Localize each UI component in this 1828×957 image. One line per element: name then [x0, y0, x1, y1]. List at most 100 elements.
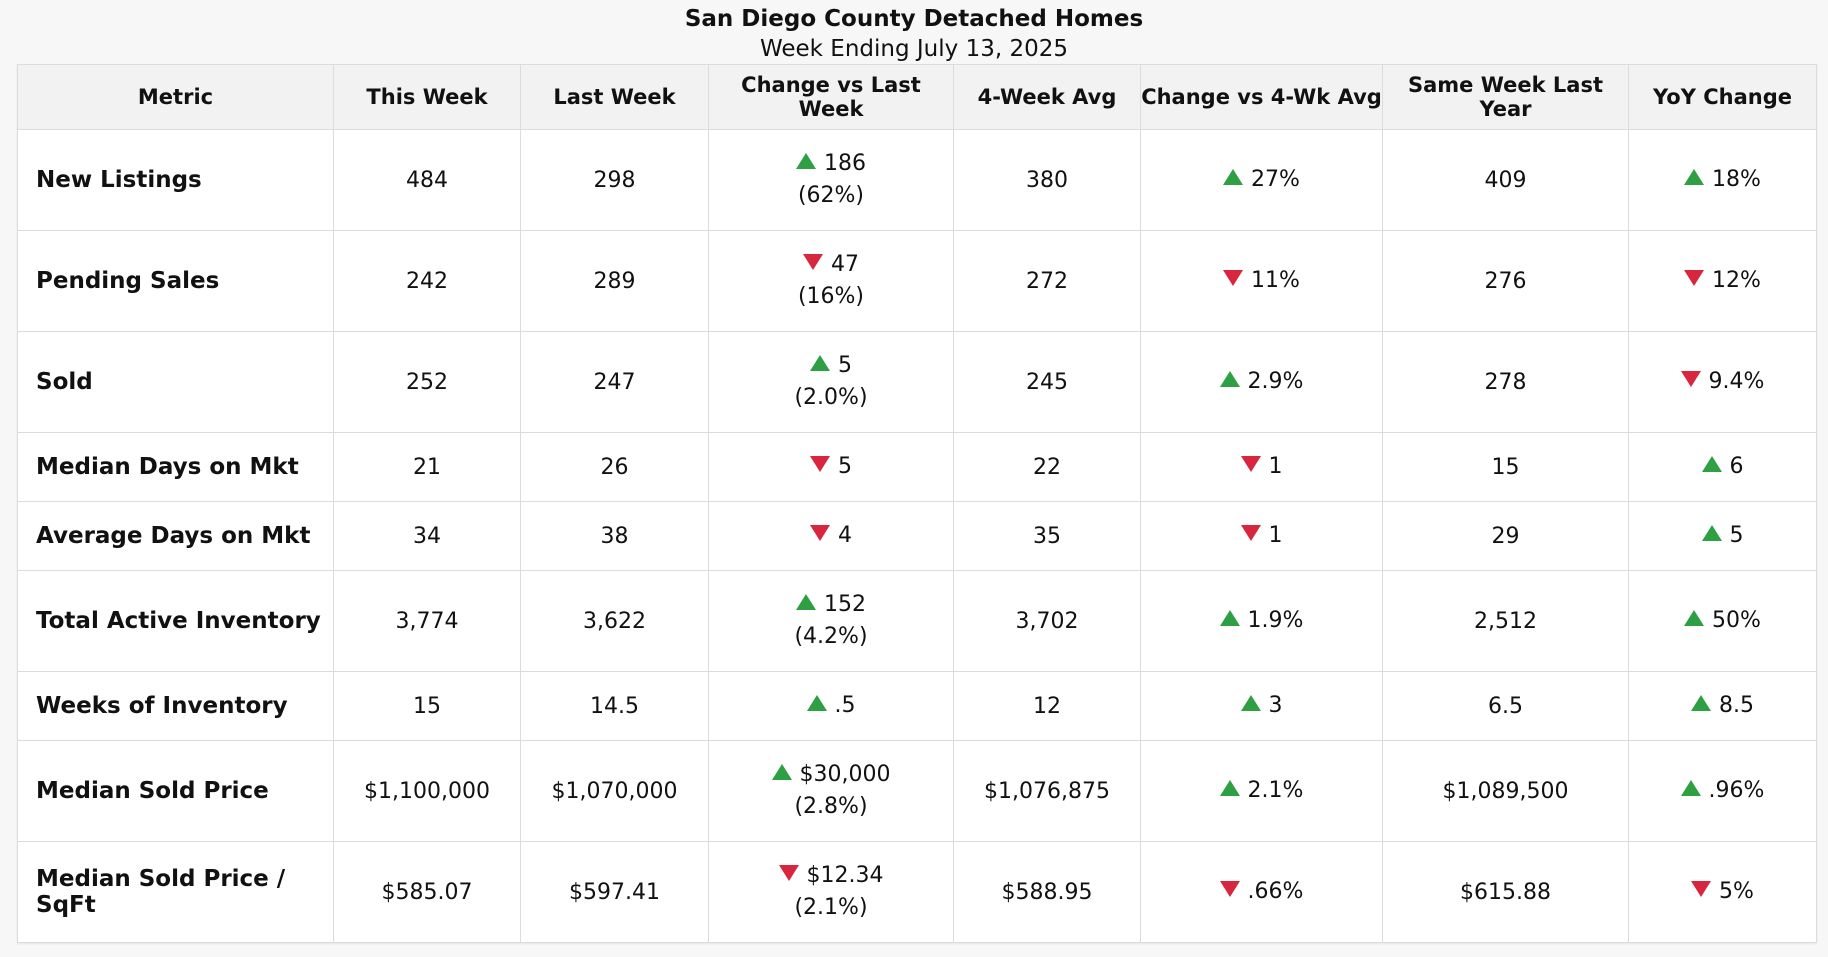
yoy-change: 50%: [1628, 570, 1817, 672]
last-week-value: 298: [520, 129, 709, 231]
change-value-line: 18%: [1630, 164, 1816, 196]
arrow-down-icon: [778, 865, 799, 881]
change-value-line: 50%: [1630, 605, 1816, 637]
change-vs-last-week: 47 (16%): [708, 230, 954, 332]
yoy-change: 6: [1628, 432, 1817, 502]
last-year-value: 29: [1382, 501, 1629, 571]
column-header-change-vs-4wk-avg: Change vs 4-Wk Avg: [1140, 64, 1383, 130]
change-value-line: 47: [710, 249, 953, 281]
change-value-line: $12.34: [710, 860, 953, 892]
four-week-avg-value: 3,702: [953, 570, 1141, 672]
change-value-line: 2.9%: [1142, 366, 1382, 398]
four-week-avg-value: 272: [953, 230, 1141, 332]
yoy-change: 18%: [1628, 129, 1817, 231]
this-week-value: 484: [333, 129, 521, 231]
arrow-up-icon: [796, 594, 816, 610]
change-value-line: 5: [710, 451, 953, 483]
change-value-line: 1: [1142, 451, 1382, 483]
change-value-line: 3: [1142, 690, 1382, 722]
change-percent: (16%): [797, 284, 865, 309]
arrow-up-icon: [771, 764, 792, 780]
four-week-avg-value: 35: [953, 501, 1141, 571]
table-row: Median Sold Price / SqFt $585.07 $597.41 $1…: [17, 841, 1817, 943]
metric-name: Median Days on Mkt: [17, 432, 334, 502]
arrow-up-icon: [1219, 610, 1240, 626]
arrow-down-icon: [1240, 456, 1261, 472]
arrow-up-icon: [1223, 169, 1244, 185]
market-stats-table: Metric This Week Last Week Change vs Las…: [17, 64, 1817, 943]
table-row: Weeks of Inventory 15 14.5 .5 12 3 6.5 8.5: [17, 671, 1817, 741]
change-vs-4wk-avg: 11%: [1140, 230, 1383, 332]
header-row: Metric This Week Last Week Change vs Las…: [17, 64, 1817, 130]
arrow-down-icon: [1691, 881, 1712, 897]
yoy-change: 8.5: [1628, 671, 1817, 741]
arrow-down-icon: [810, 456, 830, 472]
this-week-value: $1,100,000: [333, 740, 521, 842]
column-header-same-week-last-year: Same Week Last Year: [1382, 64, 1629, 130]
change-percent: (2.8%): [794, 794, 868, 819]
change-value: 5: [1729, 523, 1744, 548]
change-vs-last-week: .5: [708, 671, 954, 741]
four-week-avg-value: $1,076,875: [953, 740, 1141, 842]
change-percent: (2.1%): [794, 895, 868, 920]
change-vs-last-week: 152 (4.2%): [708, 570, 954, 672]
change-value-line: 6: [1630, 451, 1816, 483]
change-vs-4wk-avg: .66%: [1140, 841, 1383, 943]
change-value: .5: [834, 693, 856, 718]
header: San Diego County Detached Homes Week End…: [0, 4, 1828, 64]
arrow-up-icon: [1701, 456, 1722, 472]
change-value: 11%: [1251, 268, 1300, 293]
column-header-last-week: Last Week: [520, 64, 709, 130]
this-week-value: 242: [333, 230, 521, 332]
page-subtitle: Week Ending July 13, 2025: [759, 36, 1068, 62]
arrow-down-icon: [810, 525, 830, 541]
this-week-value: 15: [333, 671, 521, 741]
last-week-value: 247: [520, 331, 709, 433]
column-header-metric: Metric: [17, 64, 334, 130]
table-body: New Listings 484 298 186 (62%) 380 27% 409 18% Pe…: [17, 129, 1817, 943]
this-week-value: $585.07: [333, 841, 521, 943]
column-header-yoy-change: YoY Change: [1628, 64, 1817, 130]
yoy-change: 9.4%: [1628, 331, 1817, 433]
change-value: 50%: [1712, 608, 1761, 633]
change-value-line: 27%: [1142, 164, 1382, 196]
change-percent: (62%): [797, 183, 865, 208]
change-value-line: 11%: [1142, 265, 1382, 297]
change-value-line: 9.4%: [1630, 366, 1816, 398]
this-week-value: 21: [333, 432, 521, 502]
arrow-up-icon: [806, 695, 827, 711]
four-week-avg-value: 245: [953, 331, 1141, 433]
arrow-down-icon: [1680, 371, 1701, 387]
arrow-down-icon: [1240, 525, 1261, 541]
change-value: $12.34: [806, 863, 884, 888]
last-week-value: $597.41: [520, 841, 709, 943]
table-row: Average Days on Mkt 34 38 4 35 1 29 5: [17, 501, 1817, 571]
change-value: 1: [1268, 454, 1283, 479]
change-value: 2.9%: [1247, 369, 1304, 394]
arrow-down-icon: [803, 254, 823, 270]
change-vs-4wk-avg: 3: [1140, 671, 1383, 741]
four-week-avg-value: 380: [953, 129, 1141, 231]
page-title: San Diego County Detached Homes: [684, 6, 1144, 32]
arrow-up-icon: [1691, 695, 1711, 711]
change-vs-last-week: 5: [708, 432, 954, 502]
change-value-line: 4: [710, 520, 953, 552]
yoy-change: 5: [1628, 501, 1817, 571]
change-vs-last-week: $12.34 (2.1%): [708, 841, 954, 943]
this-week-value: 252: [333, 331, 521, 433]
column-header-change-vs-last-week: Change vs Last Week: [708, 64, 954, 130]
change-value: 5: [838, 454, 852, 479]
change-vs-last-week: 4: [708, 501, 954, 571]
change-vs-4wk-avg: 27%: [1140, 129, 1383, 231]
last-year-value: 6.5: [1382, 671, 1629, 741]
metric-name: Weeks of Inventory: [17, 671, 334, 741]
change-value: 186: [824, 151, 866, 176]
change-value: 8.5: [1719, 693, 1754, 718]
change-value-line: 1: [1142, 520, 1382, 552]
change-value: 2.1%: [1247, 778, 1304, 803]
change-percent: (4.2%): [794, 624, 868, 649]
metric-name: Median Sold Price: [17, 740, 334, 842]
table-row: Sold 252 247 5 (2.0%) 245 2.9% 278 9.4%: [17, 331, 1817, 433]
four-week-avg-value: $588.95: [953, 841, 1141, 943]
table-row: New Listings 484 298 186 (62%) 380 27% 409 18%: [17, 129, 1817, 231]
